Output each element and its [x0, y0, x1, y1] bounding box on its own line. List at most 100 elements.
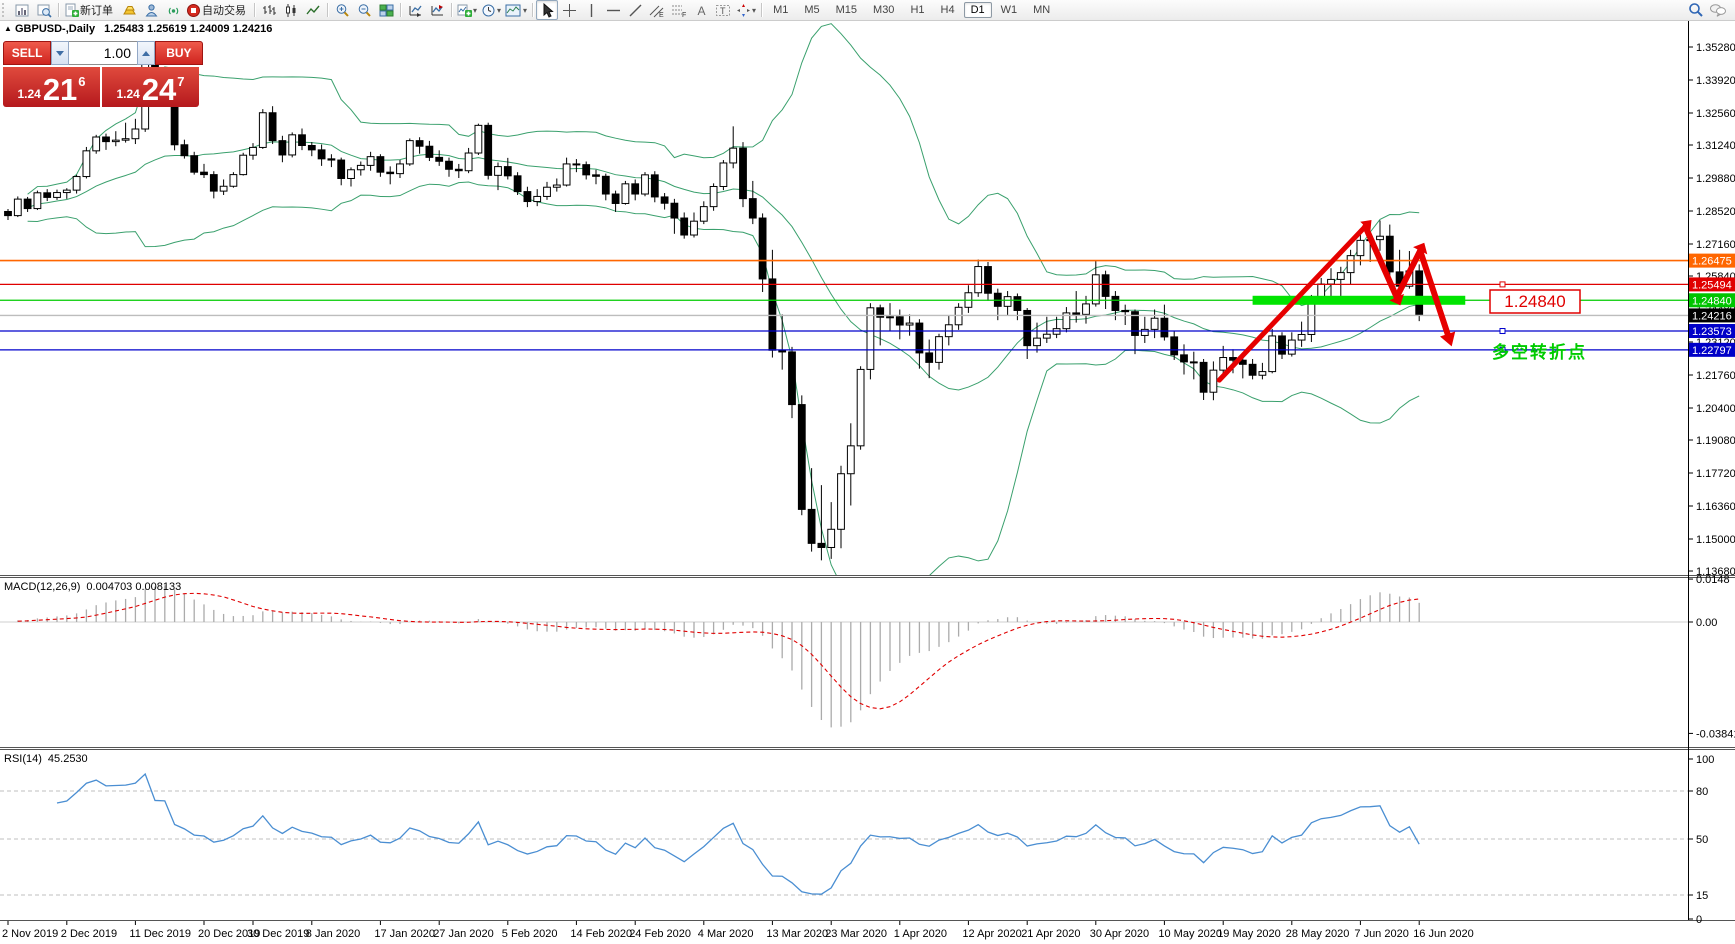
periods-button[interactable]: ▾ — [479, 0, 503, 20]
autotrading-label: 自动交易 — [202, 5, 246, 17]
bid-pip-digit: 6 — [78, 74, 86, 89]
volume-input[interactable] — [69, 41, 137, 65]
crosshair-tool-button[interactable] — [558, 0, 580, 20]
autotrading-button[interactable]: 自动交易 — [184, 0, 251, 20]
svg-text:8 Jan 2020: 8 Jan 2020 — [306, 928, 360, 940]
line-chart-button[interactable] — [302, 0, 324, 20]
svg-text:1.19080: 1.19080 — [1696, 435, 1735, 447]
vertical-line-icon — [590, 3, 592, 17]
tf-button-m30[interactable]: M30 — [873, 4, 895, 16]
rsi-label: RSI(14) — [4, 753, 42, 765]
hline-tool-button[interactable] — [602, 0, 624, 20]
tf-button-m1[interactable]: M1 — [773, 4, 789, 16]
auto-arrange-button[interactable] — [404, 0, 426, 20]
price-callout-box[interactable] — [1489, 289, 1581, 314]
trendline-icon — [629, 4, 642, 16]
tf-button-m5[interactable]: M5 — [804, 4, 820, 16]
svg-text:1.31240: 1.31240 — [1696, 140, 1735, 152]
line-handle[interactable] — [1499, 281, 1506, 288]
sell-button[interactable]: SELL — [3, 41, 52, 65]
deposit-button[interactable] — [118, 0, 140, 20]
cursor-tool-button[interactable] — [536, 0, 559, 20]
chat-button[interactable] — [1707, 0, 1729, 20]
volume-decrease-button[interactable] — [51, 41, 69, 65]
search-button[interactable] — [1685, 0, 1707, 20]
search-icon — [1689, 3, 1703, 17]
zoom-out-button[interactable] — [353, 0, 375, 20]
svg-text:2 Dec 2019: 2 Dec 2019 — [61, 928, 117, 940]
collapse-quotes-icon[interactable]: ▲ — [4, 24, 12, 33]
new-order-button[interactable]: 新订单 — [62, 0, 118, 20]
support-zone-bar[interactable] — [1252, 295, 1466, 305]
buy-button[interactable]: BUY — [154, 41, 203, 65]
svg-text:1.28520: 1.28520 — [1696, 206, 1735, 218]
new-chart-button[interactable] — [11, 0, 33, 20]
svg-text:1.22797: 1.22797 — [1692, 345, 1732, 357]
volume-increase-button[interactable] — [137, 41, 155, 65]
tf-button-w1[interactable]: W1 — [1000, 4, 1018, 16]
text-tool-button[interactable]: A — [690, 0, 712, 20]
ask-price-box[interactable]: 1.24 24 7 — [102, 67, 199, 107]
chart-title: GBPUSD-,Daily 1.25483 1.25619 1.24009 1.… — [15, 23, 272, 35]
tile-windows-button[interactable] — [375, 0, 397, 20]
svg-text:5 Feb 2020: 5 Feb 2020 — [502, 928, 558, 940]
equidistant-channel-icon: E — [649, 5, 664, 18]
price-chip — [1689, 277, 1735, 292]
rsi-line — [56, 772, 1420, 895]
channel-tool-button[interactable]: E — [646, 0, 668, 20]
chat-bubbles-icon — [1710, 4, 1726, 17]
main-chart-pane[interactable] — [0, 23, 1688, 602]
svg-text:21 Apr 2020: 21 Apr 2020 — [1021, 928, 1080, 940]
tf-button-mn[interactable]: MN — [1033, 4, 1051, 16]
dropdown-arrow-icon: ▾ — [473, 5, 478, 15]
svg-text:20 Dec 2019: 20 Dec 2019 — [198, 928, 260, 940]
tf-button-h4[interactable]: H4 — [940, 4, 955, 16]
community-button[interactable] — [140, 0, 162, 20]
svg-text:0.0148: 0.0148 — [1696, 574, 1730, 586]
svg-text:11 Dec 2019: 11 Dec 2019 — [129, 928, 191, 940]
vline-tool-button[interactable] — [580, 0, 602, 20]
tf-button-m15[interactable]: M15 — [835, 4, 858, 16]
fibonacci-tool-button[interactable]: F — [668, 0, 690, 20]
svg-text:0: 0 — [1696, 914, 1702, 926]
fibonacci-icon: F — [672, 5, 686, 18]
templates-button[interactable]: ▾ — [503, 0, 529, 20]
svg-text:0.00: 0.00 — [1696, 617, 1717, 629]
svg-text:F: F — [682, 12, 686, 18]
text-label-icon: T — [716, 4, 731, 16]
line-handle[interactable] — [1499, 328, 1506, 335]
trendline-tool-button[interactable] — [624, 0, 646, 20]
label-tool-button[interactable]: T — [712, 0, 734, 20]
add-indicator-button[interactable]: ▾ — [455, 0, 479, 20]
crosshair-icon — [562, 3, 576, 17]
trend-arrows[interactable] — [1216, 220, 1456, 383]
svg-text:1.17720: 1.17720 — [1696, 468, 1735, 480]
zoom-in-button[interactable] — [331, 0, 353, 20]
svg-text:15: 15 — [1696, 890, 1708, 902]
chart-shift-button[interactable] — [426, 0, 448, 20]
price-axis[interactable]: 1.35280 1.33920 1.32560 1.31240 1.29880 1.285… — [1688, 42, 1735, 926]
svg-text:27 Jan 2020: 27 Jan 2020 — [433, 928, 494, 940]
line-handle[interactable] — [1499, 346, 1506, 353]
tf-button-d1[interactable]: D1 — [963, 2, 992, 18]
price-chip — [1689, 308, 1735, 323]
tf-button-h1[interactable]: H1 — [910, 4, 925, 16]
new-chart-icon — [15, 4, 28, 16]
rsi-value: 45.2530 — [47, 753, 88, 765]
time-axis[interactable]: 2 Nov 2019 2 Dec 2019 11 Dec 2019 20 Dec 20… — [2, 921, 1474, 940]
svg-text:1 Apr 2020: 1 Apr 2020 — [894, 928, 947, 940]
clock-icon — [482, 4, 495, 16]
tile-windows-icon — [379, 4, 393, 16]
svg-text:T: T — [720, 6, 726, 16]
profiles-button[interactable] — [33, 0, 55, 20]
signals-button[interactable] — [162, 0, 184, 20]
macd-pane — [0, 585, 1688, 728]
timeframe-group: M1 M5 M15 M30 H1 H4 D1 W1 MN — [765, 0, 1058, 20]
candlestick-button[interactable] — [280, 0, 302, 20]
shapes-tool-button[interactable]: ▾ — [734, 0, 758, 20]
bid-price-box[interactable]: 1.24 21 6 — [3, 67, 100, 107]
triangle-down-icon — [56, 50, 65, 56]
svg-text:7 Jun 2020: 7 Jun 2020 — [1354, 928, 1408, 940]
bar-chart-button[interactable] — [258, 0, 280, 20]
